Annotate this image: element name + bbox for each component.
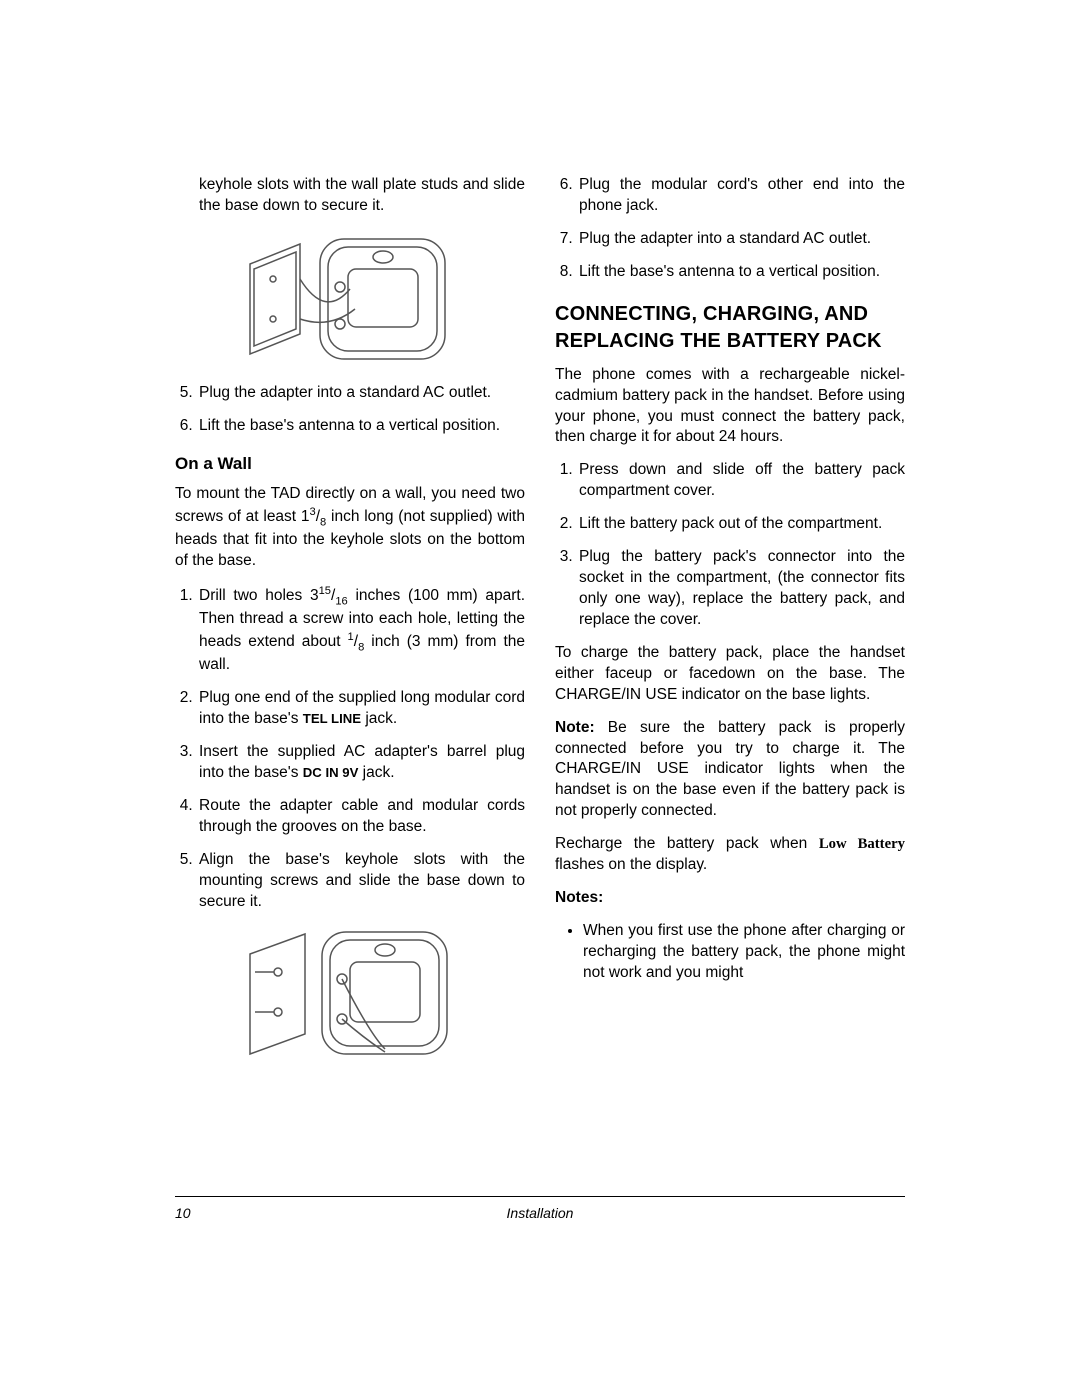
recharge-paragraph: Recharge the battery pack when Low Batte… <box>555 834 905 876</box>
charge-instructions-paragraph: To charge the battery pack, place the ha… <box>555 643 905 706</box>
note-label: Note: <box>555 719 595 736</box>
left-column: keyhole slots with the wall plate studs … <box>175 175 525 1078</box>
two-column-layout: keyhole slots with the wall plate studs … <box>175 175 905 1078</box>
jack-label: TEL LINE <box>303 711 361 726</box>
step-item: Lift the base's antenna to a vertical po… <box>197 416 525 437</box>
text-fragment: flashes on the display. <box>555 856 707 873</box>
battery-intro-paragraph: The phone comes with a rechargeable nick… <box>555 365 905 449</box>
right-column: Plug the modular cord's other end into t… <box>555 175 905 1078</box>
notes-label: Notes: <box>555 888 905 909</box>
footer-section-label: Installation <box>0 1205 1080 1221</box>
battery-section-heading: CONNECTING, CHARGING, AND REPLACING THE … <box>555 301 905 355</box>
steps-list-d: Press down and slide off the battery pac… <box>555 460 905 630</box>
step-item: Lift the battery pack out of the compart… <box>577 514 905 535</box>
manual-page: keyhole slots with the wall plate studs … <box>0 0 1080 1397</box>
step-item: Plug the battery pack's connector into t… <box>577 547 905 631</box>
step-item: Plug the modular cord's other end into t… <box>577 175 905 217</box>
continuation-text: keyhole slots with the wall plate studs … <box>175 175 525 217</box>
step-item: Drill two holes 315/16 inches (100 mm) a… <box>197 584 525 676</box>
step-item: Lift the base's antenna to a vertical po… <box>577 262 905 283</box>
note-body: Be sure the battery pack is properly con… <box>555 719 905 820</box>
step-item: Plug the adapter into a standard AC outl… <box>197 383 525 404</box>
wall-plate-install-diagram <box>240 229 460 369</box>
step-item: Insert the supplied AC adapter's barrel … <box>197 742 525 784</box>
wall-intro-paragraph: To mount the TAD directly on a wall, you… <box>175 484 525 572</box>
fraction-numerator: 15 <box>319 585 331 597</box>
notes-label-text: Notes: <box>555 889 603 906</box>
on-a-wall-heading: On a Wall <box>175 453 525 476</box>
step-item: Align the base's keyhole slots with the … <box>197 850 525 913</box>
low-battery-indicator-text: Low Battery <box>819 836 905 852</box>
bullet-item: When you first use the phone after charg… <box>583 921 905 984</box>
step-item: Plug the adapter into a standard AC outl… <box>577 229 905 250</box>
note-paragraph: Note: Be sure the battery pack is proper… <box>555 718 905 823</box>
text-fragment: jack. <box>358 764 394 781</box>
text-fragment: Recharge the battery pack when <box>555 835 819 852</box>
text-fragment: Drill two holes 3 <box>199 587 319 604</box>
notes-bullet-list: When you first use the phone after charg… <box>555 921 905 984</box>
fraction-denominator: 16 <box>335 595 347 607</box>
step-item: Route the adapter cable and modular cord… <box>197 796 525 838</box>
steps-list-b: Drill two holes 315/16 inches (100 mm) a… <box>175 584 525 913</box>
jack-label: DC IN 9V <box>303 765 359 780</box>
steps-list-c: Plug the modular cord's other end into t… <box>555 175 905 283</box>
fraction-numerator: 1 <box>348 631 354 643</box>
steps-list-a: Plug the adapter into a standard AC outl… <box>175 383 525 437</box>
text-fragment: jack. <box>361 710 397 727</box>
wall-mount-diagram <box>240 924 460 1064</box>
step-item: Plug one end of the supplied long modula… <box>197 688 525 730</box>
footer-divider <box>175 1196 905 1197</box>
step-item: Press down and slide off the battery pac… <box>577 460 905 502</box>
fraction-numerator: 3 <box>310 506 316 518</box>
